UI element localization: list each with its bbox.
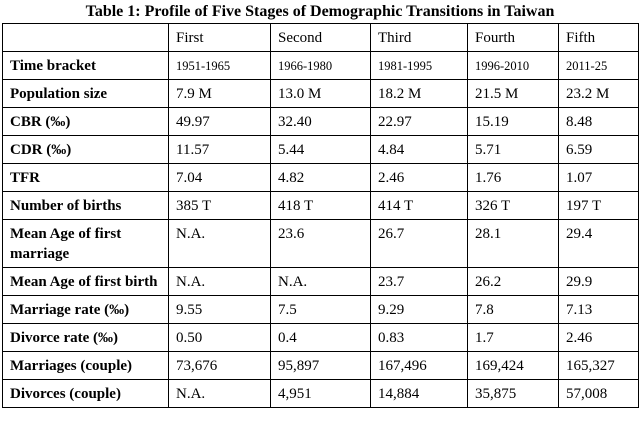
cell: 26.7: [370, 219, 468, 268]
cell: 8.48: [558, 107, 639, 136]
cell: N.A.: [168, 379, 271, 408]
cell: 32.40: [270, 107, 371, 136]
cell: 414 T: [370, 191, 468, 220]
cell: 1996-2010: [467, 51, 559, 80]
cell: 4.82: [270, 163, 371, 192]
document-page: Table 1: Profile of Five Stages of Demog…: [2, 3, 639, 408]
cell: 0.4: [270, 323, 371, 352]
cell: 21.5 M: [467, 79, 559, 108]
cell: 1981-1995: [370, 51, 468, 80]
cell: N.A.: [270, 267, 371, 296]
cell: 6.59: [558, 135, 639, 164]
cell: 2.46: [370, 163, 468, 192]
cell: 13.0 M: [270, 79, 371, 108]
table-row-marriages-couple: Marriages (couple) 73,676 95,897 167,496…: [2, 351, 639, 380]
header-cell-fourth: Fourth: [467, 23, 559, 52]
cell: 23.7: [370, 267, 468, 296]
cell: 197 T: [558, 191, 639, 220]
table-row-cdr: CDR (‰) 11.57 5.44 4.84 5.71 6.59: [2, 135, 639, 164]
cell: 14,884: [370, 379, 468, 408]
header-cell-second: Second: [270, 23, 371, 52]
cell: 0.50: [168, 323, 271, 352]
cell: 169,424: [467, 351, 559, 380]
cell: 2011-25: [558, 51, 639, 80]
table-row-number-of-births: Number of births 385 T 418 T 414 T 326 T…: [2, 191, 639, 220]
cell: 2.46: [558, 323, 639, 352]
cell: 26.2: [467, 267, 559, 296]
cell: 4,951: [270, 379, 371, 408]
cell: 28.1: [467, 219, 559, 268]
table-row-cbr: CBR (‰) 49.97 32.40 22.97 15.19 8.48: [2, 107, 639, 136]
header-cell-third: Third: [370, 23, 468, 52]
cell: 29.4: [558, 219, 639, 268]
cell: 95,897: [270, 351, 371, 380]
table-row-divorces-couple: Divorces (couple) N.A. 4,951 14,884 35,8…: [2, 379, 639, 408]
cell: 11.57: [168, 135, 271, 164]
cell: N.A.: [168, 267, 271, 296]
cell: N.A.: [168, 219, 271, 268]
row-label: Mean Age of first marriage: [2, 219, 169, 268]
table-row-divorce-rate: Divorce rate (‰) 0.50 0.4 0.83 1.7 2.46: [2, 323, 639, 352]
cell: 23.2 M: [558, 79, 639, 108]
demographic-transitions-table: First Second Third Fourth Fifth Time bra…: [2, 23, 639, 408]
cell: 9.29: [370, 295, 468, 324]
cell: 73,676: [168, 351, 271, 380]
cell: 29.9: [558, 267, 639, 296]
cell: 18.2 M: [370, 79, 468, 108]
header-cell-fifth: Fifth: [558, 23, 639, 52]
row-label: Marriages (couple): [2, 351, 169, 380]
cell: 7.9 M: [168, 79, 271, 108]
header-row: First Second Third Fourth Fifth: [2, 23, 639, 52]
cell: 57,008: [558, 379, 639, 408]
row-label: Marriage rate (‰): [2, 295, 169, 324]
cell: 7.5: [270, 295, 371, 324]
cell: 9.55: [168, 295, 271, 324]
cell: 7.8: [467, 295, 559, 324]
cell: 7.13: [558, 295, 639, 324]
row-label: Divorce rate (‰): [2, 323, 169, 352]
cell: 7.04: [168, 163, 271, 192]
cell: 165,327: [558, 351, 639, 380]
cell: 5.44: [270, 135, 371, 164]
cell: 1.76: [467, 163, 559, 192]
cell: 1951-1965: [168, 51, 271, 80]
header-cell-first: First: [168, 23, 271, 52]
cell: 385 T: [168, 191, 271, 220]
cell: 5.71: [467, 135, 559, 164]
row-label: Time bracket: [2, 51, 169, 80]
table-row-marriage-rate: Marriage rate (‰) 9.55 7.5 9.29 7.8 7.13: [2, 295, 639, 324]
cell: 1966-1980: [270, 51, 371, 80]
cell: 49.97: [168, 107, 271, 136]
table-row-mean-age-first-birth: Mean Age of first birth N.A. N.A. 23.7 2…: [2, 267, 639, 296]
table-row-tfr: TFR 7.04 4.82 2.46 1.76 1.07: [2, 163, 639, 192]
cell: 326 T: [467, 191, 559, 220]
row-label: Mean Age of first birth: [2, 267, 169, 296]
header-cell-empty: [2, 23, 169, 52]
table-row-population-size: Population size 7.9 M 13.0 M 18.2 M 21.5…: [2, 79, 639, 108]
table-title: Table 1: Profile of Five Stages of Demog…: [85, 3, 555, 20]
row-label: CDR (‰): [2, 135, 169, 164]
cell: 23.6: [270, 219, 371, 268]
table-row-mean-age-first-marriage: Mean Age of first marriage N.A. 23.6 26.…: [2, 219, 639, 268]
row-label: Divorces (couple): [2, 379, 169, 408]
cell: 1.7: [467, 323, 559, 352]
row-label: Population size: [2, 79, 169, 108]
cell: 418 T: [270, 191, 371, 220]
cell: 167,496: [370, 351, 468, 380]
cell: 0.83: [370, 323, 468, 352]
cell: 22.97: [370, 107, 468, 136]
row-label: CBR (‰): [2, 107, 169, 136]
cell: 35,875: [467, 379, 559, 408]
cell: 4.84: [370, 135, 468, 164]
row-label: TFR: [2, 163, 169, 192]
cell: 1.07: [558, 163, 639, 192]
cell: 15.19: [467, 107, 559, 136]
table-row-time-bracket: Time bracket 1951-1965 1966-1980 1981-19…: [2, 51, 639, 80]
row-label: Number of births: [2, 191, 169, 220]
